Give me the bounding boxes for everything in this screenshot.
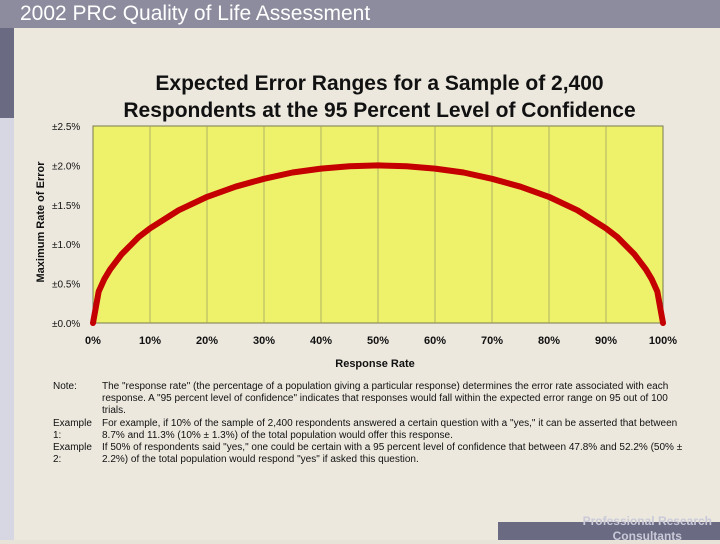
data-point: [631, 251, 638, 258]
data-point: [517, 184, 524, 190]
x-tick-label: 60%: [424, 335, 446, 347]
y-tick-label: ±2.0%: [52, 161, 80, 172]
footer-brand-line-2: Consultants: [612, 529, 682, 543]
data-point: [660, 320, 666, 326]
data-point: [614, 234, 621, 240]
example-1-label: Example 1:: [53, 417, 92, 441]
data-point: [118, 251, 125, 258]
data-point: [432, 165, 438, 172]
x-tick-label: 100%: [649, 335, 677, 347]
chart-title: Expected Error Ranges for a Sample of 2,…: [92, 70, 667, 124]
x-tick-label: 90%: [595, 335, 617, 347]
footer-bar: [498, 522, 720, 540]
data-point: [175, 207, 182, 213]
note-row: Note: The "response rate" (the percentag…: [53, 381, 693, 418]
x-tick-label: 0%: [85, 335, 101, 347]
data-point: [603, 225, 609, 232]
data-point: [101, 276, 107, 282]
data-point: [107, 266, 113, 273]
left-accent-strip-dark: [0, 28, 14, 118]
data-point: [289, 169, 296, 176]
data-point: [261, 176, 267, 182]
example-2-row: Example 2: If 50% of respondents said "y…: [53, 442, 693, 466]
data-point: [96, 288, 102, 295]
data-point: [460, 169, 467, 176]
data-point: [90, 320, 96, 326]
y-tick-label: ±2.5%: [52, 122, 80, 133]
data-point: [489, 176, 495, 182]
example-1-text: For example, if 10% of the sample of 2,4…: [102, 417, 678, 441]
data-point: [643, 266, 649, 273]
data-point: [649, 276, 655, 282]
slide-title: 2002 PRC Quality of Life Assessment: [20, 2, 371, 25]
data-point: [654, 288, 660, 295]
x-tick-label: 40%: [310, 335, 332, 347]
data-point: [136, 234, 142, 240]
chart-title-line-2: Respondents at the 95 Percent Level of C…: [123, 99, 636, 122]
note-text: The "response rate" (the percentage of a…: [102, 381, 669, 417]
left-accent-strip: [0, 28, 14, 540]
data-point: [574, 207, 581, 213]
y-axis-label: Maximum Rate of Error: [35, 161, 47, 283]
notes-section: Note: The "response rate" (the percentag…: [53, 381, 693, 466]
x-tick-label: 20%: [196, 335, 218, 347]
x-tick-label: 50%: [367, 335, 389, 347]
data-point: [318, 165, 324, 172]
x-axis-label: Response Rate: [335, 358, 415, 370]
note-label: Note:: [53, 381, 77, 392]
y-tick-label: ±0.0%: [52, 319, 80, 330]
data-point: [204, 194, 210, 200]
data-point: [546, 194, 552, 200]
header-bar: [0, 0, 720, 28]
x-tick-label: 10%: [139, 335, 161, 347]
example-2-text: If 50% of respondents said "yes," one co…: [102, 442, 683, 466]
data-point: [375, 162, 381, 168]
data-point: [232, 184, 239, 190]
y-tick-label: ±1.5%: [52, 201, 80, 212]
data-point: [147, 225, 153, 232]
chart-title-line-1: Expected Error Ranges for a Sample of 2,…: [155, 72, 604, 95]
data-point: [346, 163, 353, 169]
example-2-label: Example 2:: [53, 442, 92, 466]
y-tick-label: ±0.5%: [52, 280, 80, 291]
x-tick-label: 30%: [253, 335, 275, 347]
footer-brand-line-1: Professional Research: [582, 514, 712, 528]
example-1-row: Example 1: For example, if 10% of the sa…: [53, 418, 693, 442]
y-tick-label: ±1.0%: [52, 240, 80, 251]
data-point: [403, 163, 410, 169]
x-tick-label: 70%: [481, 335, 503, 347]
x-tick-label: 80%: [538, 335, 560, 347]
